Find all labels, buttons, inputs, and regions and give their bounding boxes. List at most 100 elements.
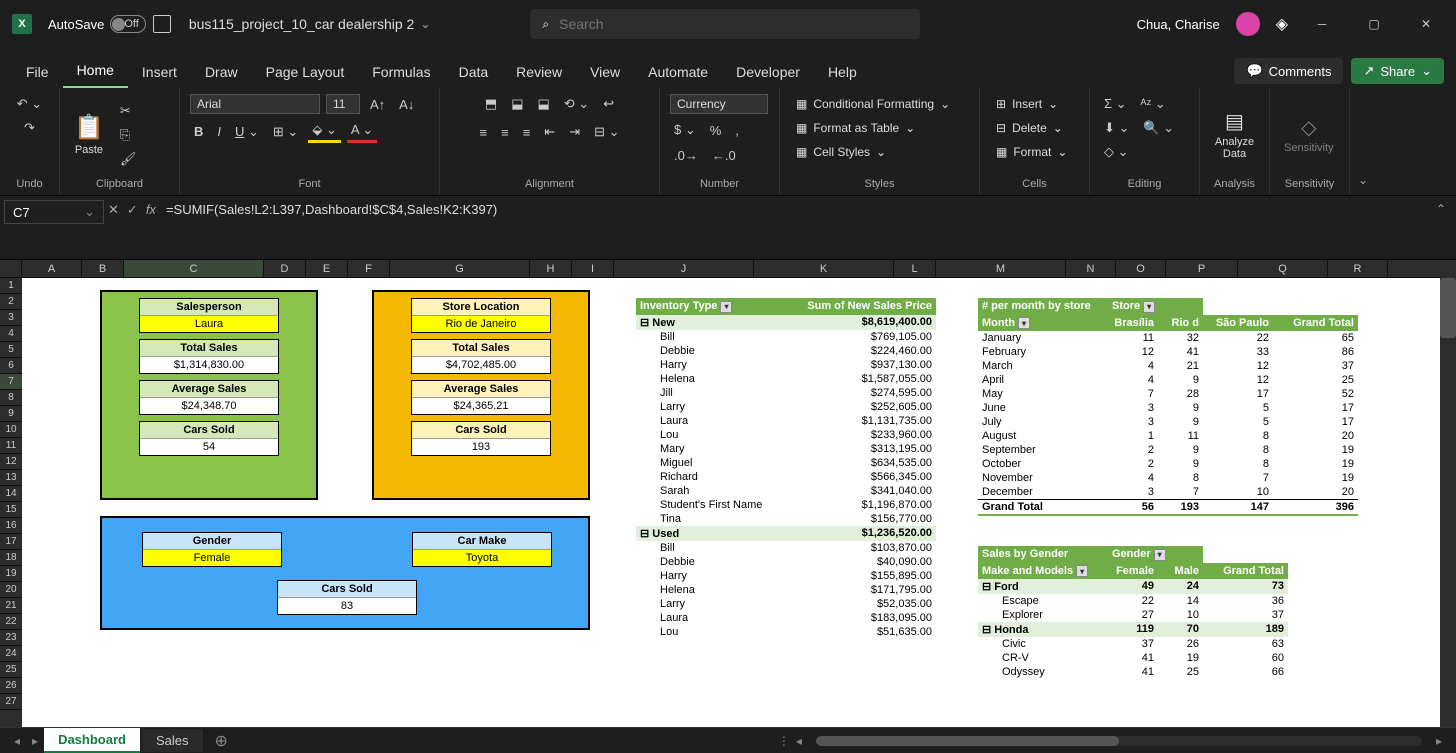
align-left-button[interactable]: ≡ [476, 123, 492, 142]
row-header-24[interactable]: 24 [0, 646, 22, 662]
menu-tab-insert[interactable]: Insert [128, 56, 191, 88]
row-header-8[interactable]: 8 [0, 390, 22, 406]
fx-icon[interactable]: fx [146, 202, 156, 217]
inc-decimal-button[interactable]: .0→ [670, 146, 702, 165]
hscroll-right[interactable]: ▸ [1430, 734, 1448, 748]
menu-tab-home[interactable]: Home [63, 54, 128, 88]
percent-button[interactable]: % [706, 121, 726, 140]
underline-button[interactable]: U ⌄ [231, 122, 263, 142]
cell-styles-button[interactable]: ▦ Cell Styles ⌄ [790, 142, 892, 162]
paste-button[interactable]: 📋Paste [70, 109, 108, 160]
indent-inc-button[interactable]: ⇥ [565, 122, 584, 142]
col-header-P[interactable]: P [1166, 260, 1238, 277]
coming-soon-icon[interactable]: ◈ [1276, 14, 1288, 34]
dropdown-icon[interactable]: ▾ [1076, 565, 1088, 577]
avatar[interactable] [1236, 12, 1260, 36]
comments-button[interactable]: 💬 Comments [1234, 58, 1343, 84]
row-header-10[interactable]: 10 [0, 422, 22, 438]
col-header-A[interactable]: A [22, 260, 82, 277]
row-header-3[interactable]: 3 [0, 310, 22, 326]
shrink-font-button[interactable]: A↓ [395, 95, 418, 114]
dec-decimal-button[interactable]: ←.0 [708, 146, 740, 165]
row-header-17[interactable]: 17 [0, 534, 22, 550]
minimize-button[interactable]: ─ [1304, 8, 1340, 40]
format-cells-button[interactable]: ▦ Format ⌄ [990, 142, 1073, 162]
font-size-select[interactable] [326, 94, 360, 114]
close-button[interactable]: ✕ [1408, 8, 1444, 40]
sheet-tab-dashboard[interactable]: Dashboard [44, 728, 140, 753]
cut-button[interactable]: ✂ [116, 101, 141, 121]
insert-cells-button[interactable]: ⊞ Insert ⌄ [990, 94, 1064, 114]
col-header-O[interactable]: O [1116, 260, 1166, 277]
fill-color-button[interactable]: ⬙ ⌄ [308, 120, 341, 143]
align-middle-button[interactable]: ⬓ [507, 94, 527, 114]
currency-button[interactable]: $ ⌄ [670, 120, 700, 140]
menu-tab-draw[interactable]: Draw [191, 56, 252, 88]
delete-cells-button[interactable]: ⊟ Delete ⌄ [990, 118, 1069, 138]
save-icon[interactable] [153, 15, 171, 33]
tab-nav-prev[interactable]: ◂ [8, 734, 26, 748]
col-header-L[interactable]: L [894, 260, 936, 277]
hscroll-left[interactable]: ◂ [790, 734, 808, 748]
redo-button[interactable]: ↷ [20, 118, 39, 138]
dropdown-icon[interactable]: ▾ [1143, 301, 1155, 313]
row-header-16[interactable]: 16 [0, 518, 22, 534]
row-header-26[interactable]: 26 [0, 678, 22, 694]
bold-button[interactable]: B [190, 122, 207, 141]
col-header-Q[interactable]: Q [1238, 260, 1328, 277]
cancel-formula-icon[interactable]: ✕ [108, 202, 119, 218]
excel-app-icon[interactable]: X [12, 14, 32, 34]
add-sheet-button[interactable]: ⊕ [205, 731, 238, 751]
filename[interactable]: bus115_project_10_car dealership 2 [189, 16, 414, 32]
row-header-7[interactable]: 7 [0, 374, 22, 390]
tab-nav-next[interactable]: ▸ [26, 734, 44, 748]
col-header-H[interactable]: H [530, 260, 572, 277]
format-painter-button[interactable]: 🖌 [116, 149, 141, 169]
ribbon-collapse-icon[interactable]: ⌄ [1358, 173, 1368, 187]
col-header-B[interactable]: B [82, 260, 124, 277]
analyze-data-button[interactable]: ▤Analyze Data [1210, 105, 1259, 164]
menu-tab-formulas[interactable]: Formulas [358, 56, 444, 88]
row-header-23[interactable]: 23 [0, 630, 22, 646]
search-box[interactable]: ⌕ [530, 9, 920, 39]
comma-button[interactable]: , [731, 121, 743, 140]
col-header-D[interactable]: D [264, 260, 306, 277]
col-header-K[interactable]: K [754, 260, 894, 277]
menu-tab-automate[interactable]: Automate [634, 56, 722, 88]
border-button[interactable]: ⊞ ⌄ [269, 122, 302, 142]
row-header-18[interactable]: 18 [0, 550, 22, 566]
col-header-N[interactable]: N [1066, 260, 1116, 277]
col-header-E[interactable]: E [306, 260, 348, 277]
col-header-F[interactable]: F [348, 260, 390, 277]
sort-filter-button[interactable]: ᴬᶻ ⌄ [1137, 94, 1170, 114]
col-header-R[interactable]: R [1328, 260, 1388, 277]
grow-font-button[interactable]: A↑ [366, 95, 389, 114]
vertical-scrollbar[interactable] [1440, 260, 1456, 727]
menu-tab-view[interactable]: View [576, 56, 634, 88]
merge-button[interactable]: ⊟ ⌄ [590, 122, 623, 142]
enter-formula-icon[interactable]: ✓ [127, 202, 138, 218]
dropdown-icon[interactable]: ▾ [1154, 549, 1166, 561]
row-header-14[interactable]: 14 [0, 486, 22, 502]
col-header-C[interactable]: C [124, 260, 264, 277]
sheet-tab-sales[interactable]: Sales [142, 729, 203, 752]
row-header-21[interactable]: 21 [0, 598, 22, 614]
indent-dec-button[interactable]: ⇤ [540, 122, 559, 142]
formula-input[interactable]: =SUMIF(Sales!L2:L397,Dashboard!$C$4,Sale… [156, 196, 1436, 259]
number-format-select[interactable] [670, 94, 768, 114]
sensitivity-button[interactable]: ◇Sensitivity [1280, 111, 1338, 158]
row-header-13[interactable]: 13 [0, 470, 22, 486]
dropdown-icon[interactable]: ▾ [1018, 317, 1030, 329]
row-header-11[interactable]: 11 [0, 438, 22, 454]
share-button[interactable]: ↗ Share ⌄ [1351, 58, 1444, 84]
menu-tab-review[interactable]: Review [502, 56, 576, 88]
search-input[interactable] [559, 16, 908, 32]
col-header-M[interactable]: M [936, 260, 1066, 277]
row-header-22[interactable]: 22 [0, 614, 22, 630]
italic-button[interactable]: I [213, 122, 225, 141]
name-box[interactable]: C7⌄ [4, 200, 104, 224]
align-right-button[interactable]: ≡ [519, 123, 535, 142]
row-header-2[interactable]: 2 [0, 294, 22, 310]
fill-button[interactable]: ⬇ ⌄ [1100, 118, 1133, 138]
undo-button[interactable]: ↶ ⌄ [13, 94, 46, 114]
